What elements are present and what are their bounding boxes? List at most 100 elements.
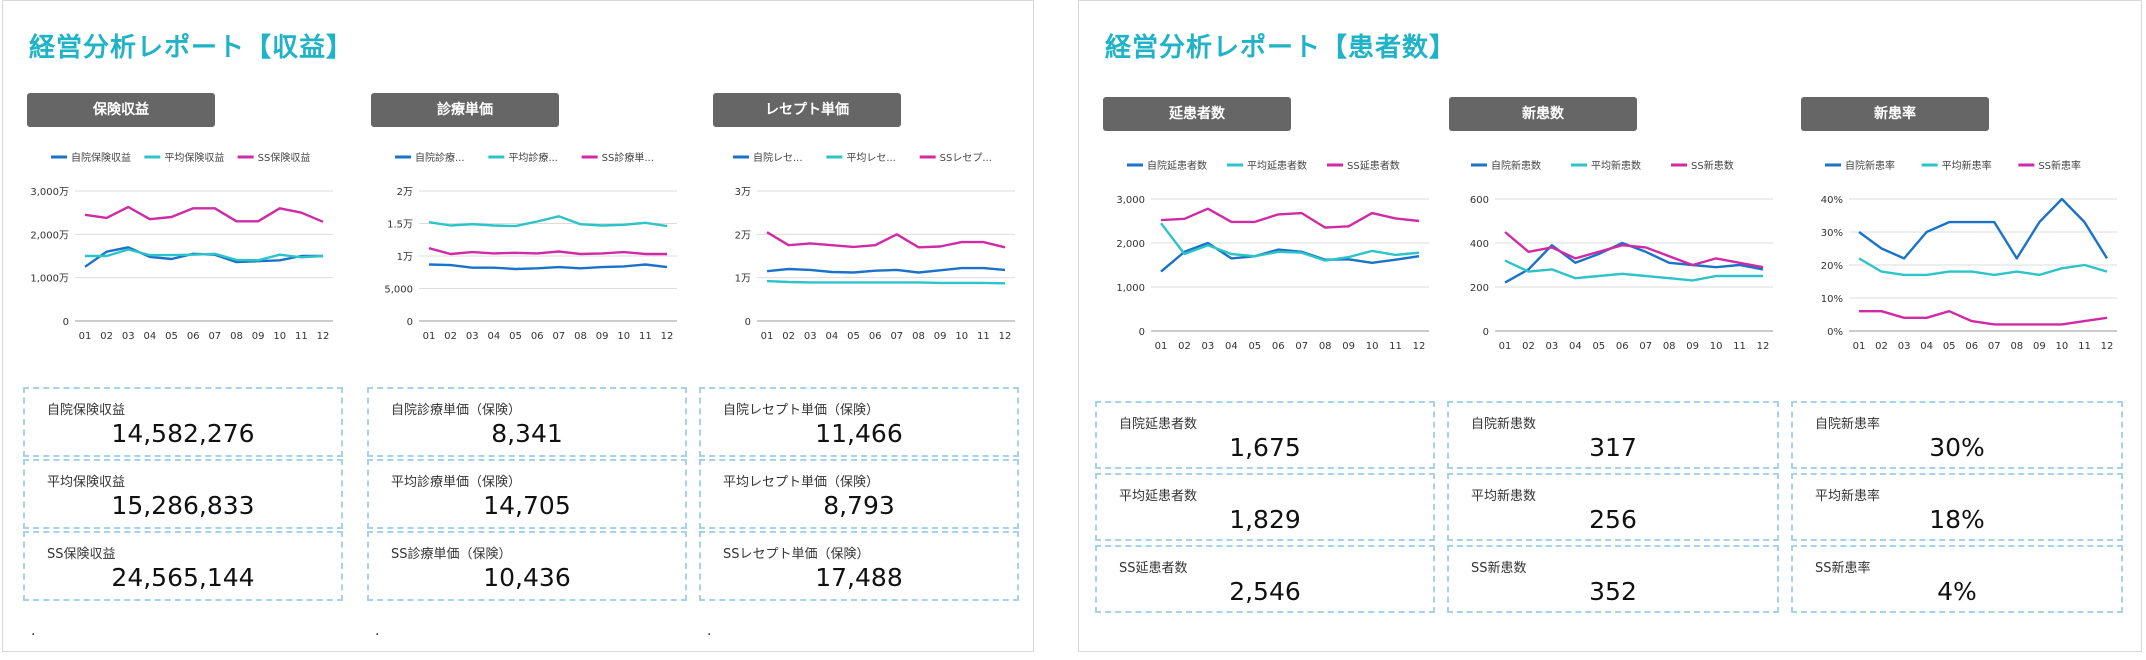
- stat-value: 10,436: [483, 563, 571, 592]
- x-tick-label: 01: [761, 331, 774, 342]
- y-tick-label: 20%: [1821, 261, 1843, 272]
- legend-label: 平均保険収益: [164, 151, 224, 164]
- stat-label: 自院新患率: [1815, 417, 1881, 432]
- patient-report-title: 経営分析レポート【患者数】: [1105, 33, 1457, 63]
- legend-label: 平均診療...: [508, 151, 558, 164]
- stat-value: 2,546: [1229, 577, 1301, 606]
- legend-label: 自院診療...: [415, 151, 465, 164]
- legend-label: SS保険収益: [258, 151, 311, 164]
- legend-label: SS新患数: [1691, 159, 1734, 172]
- revenue-report-panel: 経営分析レポート【収益】 保険収益 自院保険収益 平均保険収益 SS保険収益 0 1,0…: [2, 0, 1034, 652]
- stat-label: SS新患率: [1815, 561, 1871, 576]
- footnote-mark: .: [707, 623, 712, 639]
- x-tick-label: 09: [596, 331, 609, 342]
- y-tick-label: 2,000: [1116, 239, 1145, 250]
- series-line: [428, 247, 667, 256]
- receipt-unit-price-chart: 自院レセ... 平均レセ... SSレセプ... 0 1万 2万 3万 01 02 03 04 05 0…: [733, 151, 1015, 342]
- stat-label: 平均新患数: [1471, 489, 1537, 504]
- x-tick-label: 08: [912, 331, 925, 342]
- y-tick-label: 2万: [735, 230, 751, 241]
- series-line: [1504, 231, 1764, 269]
- x-tick-label: 10: [617, 331, 630, 342]
- x-tick-label: 10: [2056, 341, 2069, 352]
- new-patient-rate-chart: 自院新患率 平均新患率 SS新患率 0% 10% 20% 30% 40% 01 02 03 04 05 0…: [1821, 159, 2117, 352]
- series-line: [1858, 197, 2109, 260]
- x-tick-label: 03: [1898, 341, 1911, 352]
- x-tick-label: 04: [1920, 341, 1933, 352]
- x-tick-label: 07: [890, 331, 903, 342]
- x-tick-label: 02: [782, 331, 795, 342]
- x-tick-label: 03: [1546, 341, 1559, 352]
- stat-card-avg-total-patients: 平均延患者数 1,829: [1095, 473, 1435, 541]
- stat-value: 8,341: [491, 419, 563, 448]
- stat-value: 4%: [1937, 577, 1977, 606]
- x-tick-label: 07: [1988, 341, 2001, 352]
- stat-label: 平均レセプト単価（保険）: [723, 475, 880, 490]
- y-tick-label: 400: [1470, 239, 1489, 250]
- x-tick-label: 03: [466, 331, 479, 342]
- legend-label: 自院延患者数: [1147, 159, 1207, 172]
- stat-label: SS保険収益: [47, 547, 116, 562]
- stat-card-ss-visit-unit-price: SS診療単価（保険） 10,436: [367, 531, 687, 601]
- stat-value: 256: [1589, 505, 1637, 534]
- x-tick-label: 03: [804, 331, 817, 342]
- total-patients-header: 延患者数: [1103, 97, 1291, 131]
- x-tick-label: 05: [1943, 341, 1956, 352]
- series-line: [766, 279, 1006, 285]
- stat-card-avg-receipt-unit-price: 平均レセプト単価（保険） 8,793: [699, 459, 1019, 529]
- x-tick-label: 05: [847, 331, 860, 342]
- legend-label: SS診療単...: [602, 151, 654, 164]
- x-tick-label: 04: [1569, 341, 1582, 352]
- stat-label: 平均診療単価（保険）: [391, 475, 522, 490]
- insurance-revenue-header: 保険収益: [27, 93, 215, 127]
- x-tick-label: 12: [317, 331, 330, 342]
- legend-label: 自院新患率: [1845, 159, 1895, 172]
- x-tick-label: 05: [509, 331, 522, 342]
- y-tick-label: 1.5万: [387, 220, 413, 231]
- x-tick-label: 11: [977, 331, 990, 342]
- receipt-unit-price-header: レセプト単価: [713, 93, 901, 127]
- stat-label: 平均延患者数: [1119, 489, 1198, 504]
- x-tick-label: 12: [1757, 341, 1770, 352]
- new-patient-rate-header: 新患率: [1801, 97, 1989, 131]
- x-tick-label: 04: [826, 331, 839, 342]
- x-tick-label: 12: [661, 331, 674, 342]
- x-tick-label: 05: [1592, 341, 1605, 352]
- y-tick-label: 1,000: [1116, 283, 1145, 294]
- y-tick-label: 600: [1470, 195, 1489, 206]
- x-tick-label: 12: [1413, 341, 1426, 352]
- series-line: [1858, 257, 2108, 277]
- visit-unit-price-header: 診療単価: [371, 93, 559, 127]
- new-patients-header: 新患数: [1449, 97, 1637, 131]
- x-tick-label: 11: [1389, 341, 1402, 352]
- legend-label: 自院レセ...: [753, 151, 803, 164]
- x-tick-label: 07: [208, 331, 221, 342]
- x-tick-label: 07: [1295, 341, 1308, 352]
- x-tick-label: 02: [1875, 341, 1888, 352]
- x-tick-label: 09: [1342, 341, 1355, 352]
- series-line: [1160, 207, 1420, 229]
- y-tick-label: 0: [1483, 327, 1489, 338]
- stat-card-own-receipt-unit-price: 自院レセプト単価（保険） 11,466: [699, 387, 1019, 457]
- legend-label: 自院保険収益: [71, 151, 131, 164]
- x-tick-label: 05: [165, 331, 178, 342]
- legend-label: SS新患率: [2038, 159, 2081, 172]
- x-tick-label: 09: [2033, 341, 2046, 352]
- x-tick-label: 09: [1686, 341, 1699, 352]
- legend-label: SS延患者数: [1347, 159, 1400, 172]
- x-tick-label: 03: [122, 331, 135, 342]
- x-tick-label: 02: [1522, 341, 1535, 352]
- stat-value: 352: [1589, 577, 1637, 606]
- series-line: [428, 215, 668, 228]
- footnote-mark: .: [375, 623, 380, 639]
- stat-card-ss-new-patients: SS新患数 352: [1447, 545, 1779, 613]
- series-line: [766, 266, 1006, 274]
- series-line: [1504, 259, 1763, 282]
- x-tick-label: 06: [531, 331, 544, 342]
- series-line: [766, 231, 1006, 249]
- series-line: [84, 205, 324, 223]
- y-tick-label: 0: [407, 317, 413, 328]
- x-tick-label: 08: [230, 331, 243, 342]
- y-tick-label: 5,000: [384, 285, 413, 296]
- x-tick-label: 07: [1639, 341, 1652, 352]
